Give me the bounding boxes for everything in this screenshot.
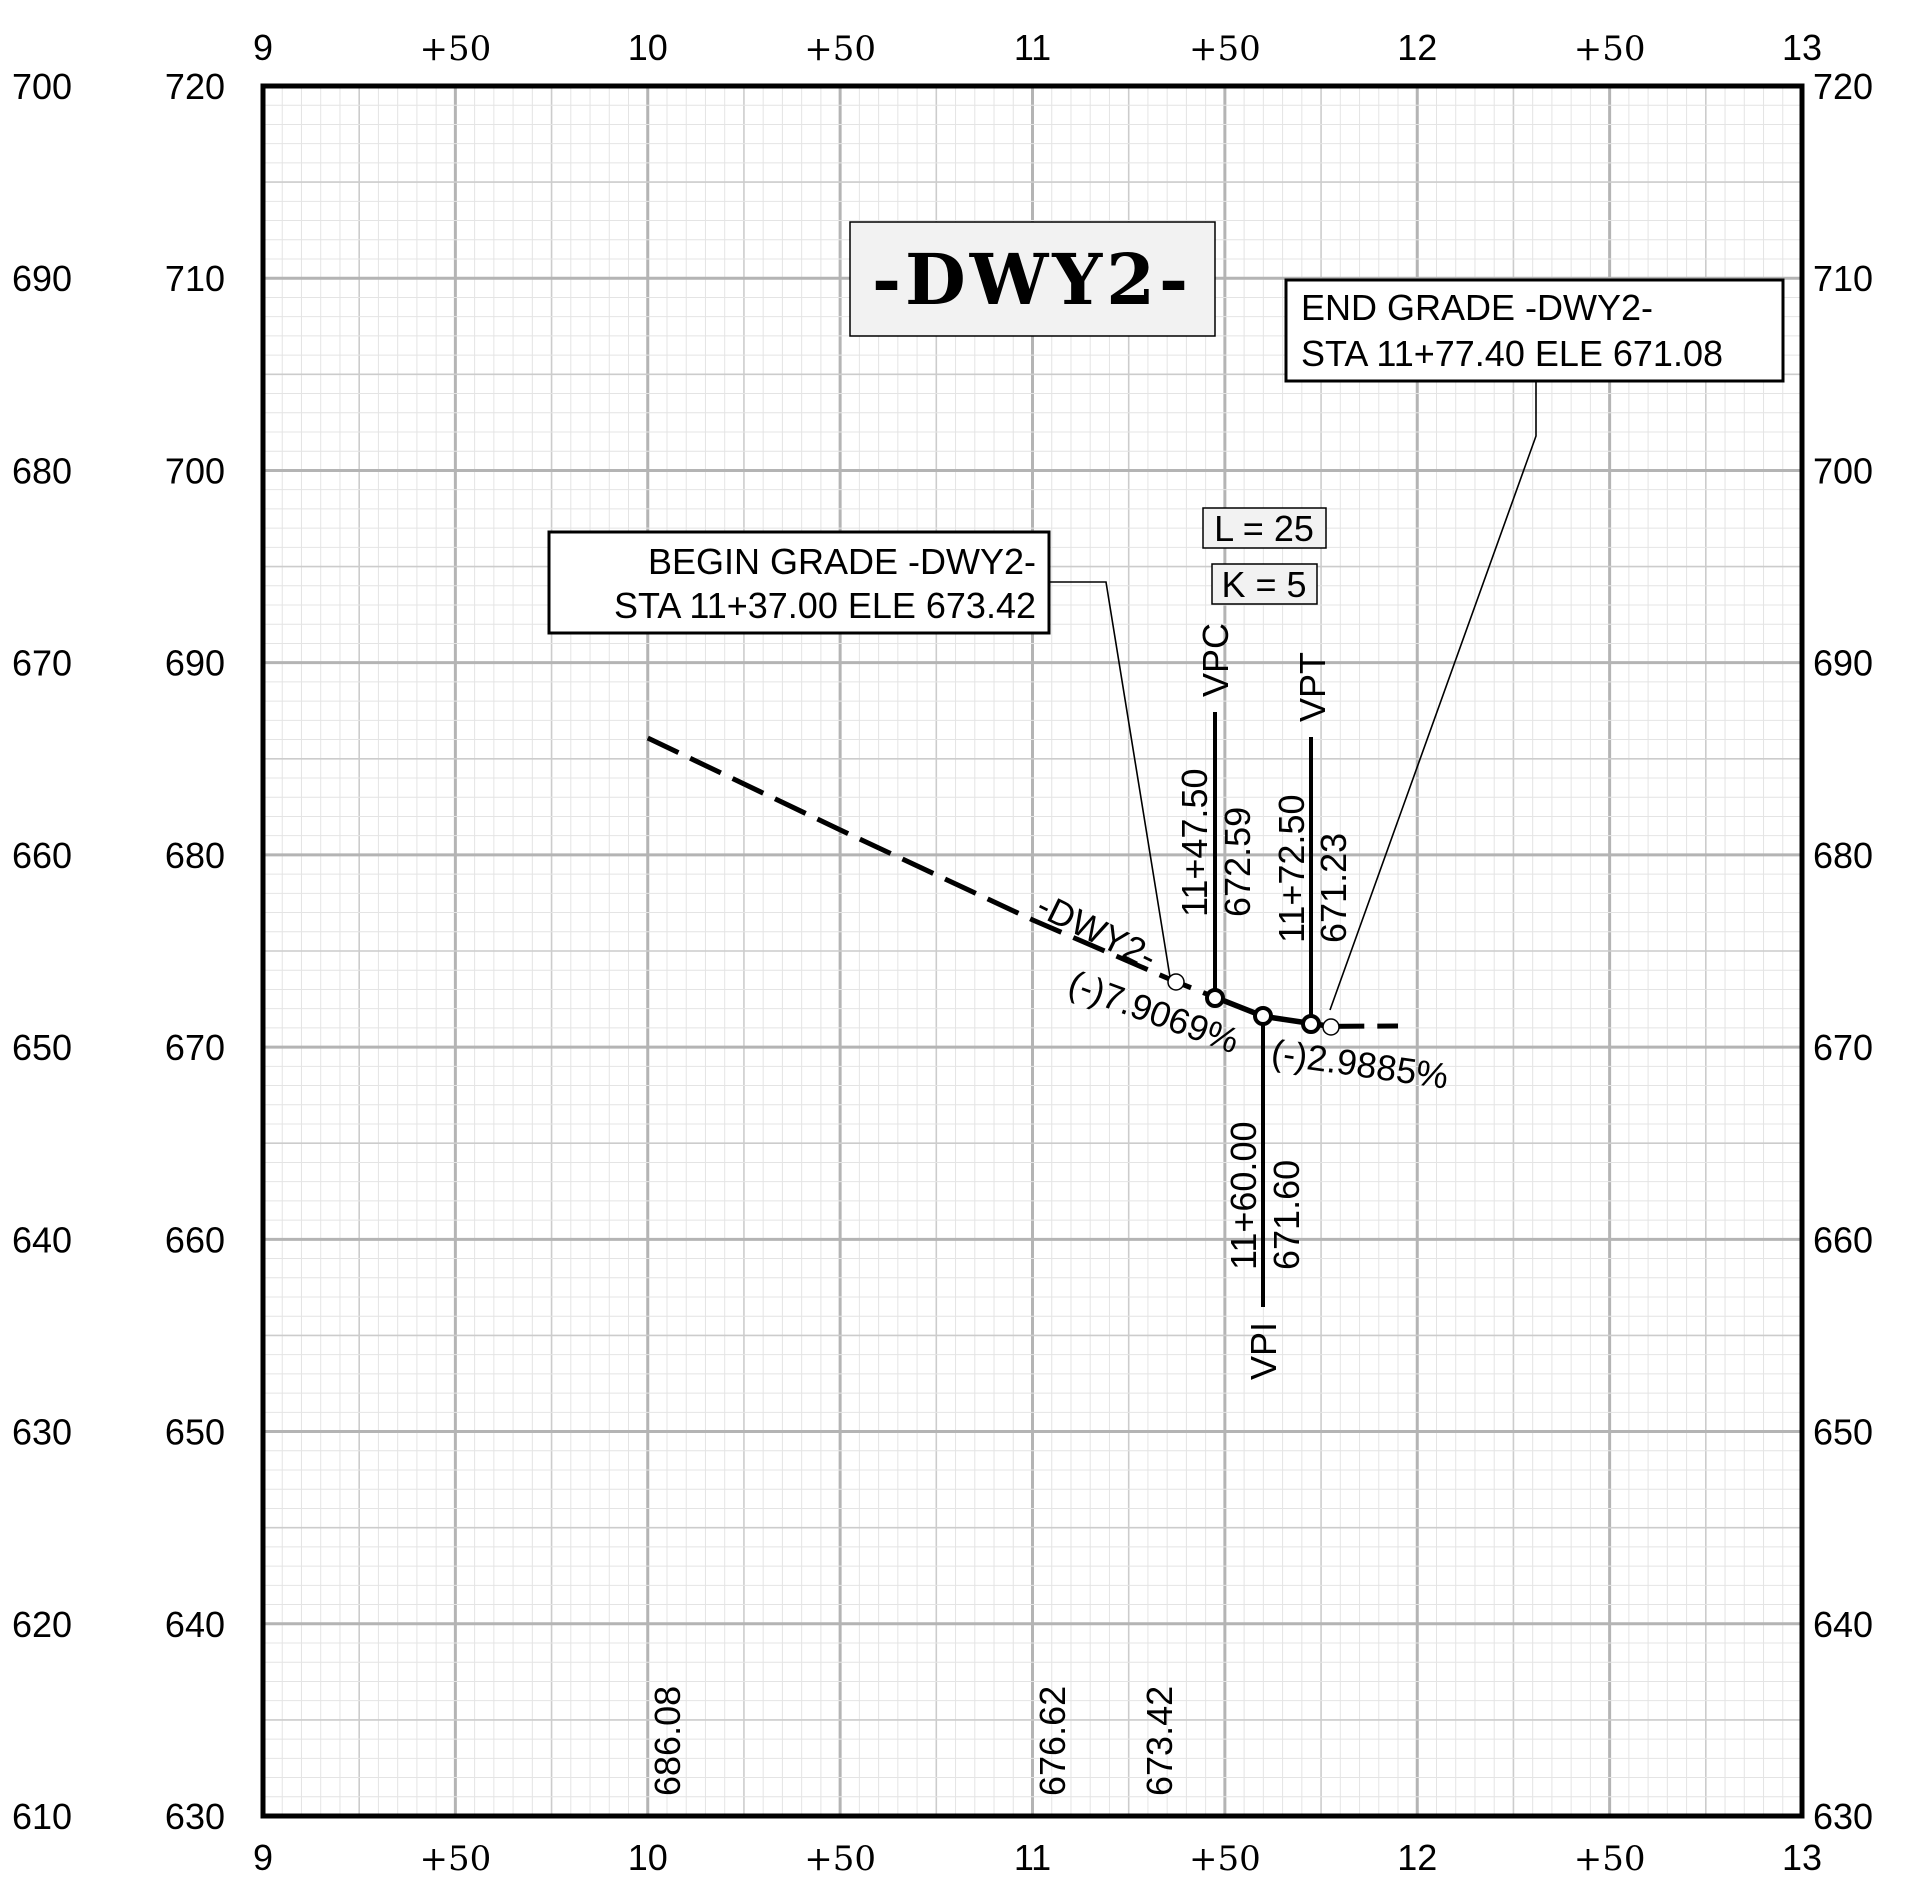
elevation-label-right: 690 (1813, 643, 1873, 684)
elevation-label-left: 650 (165, 1412, 225, 1453)
end-grade-marker (1322, 1018, 1340, 1036)
begin-grade-marker (1167, 973, 1185, 991)
vpc-label: VPC (1195, 623, 1236, 697)
station-label-bottom: 11 (1014, 1837, 1051, 1878)
station-label-top: 9 (253, 27, 273, 68)
elevation-label-outer: 700 (12, 66, 72, 107)
elevation-label-left: 640 (165, 1604, 225, 1645)
begin-grade-leader (1049, 581, 1171, 978)
ground-elevation-1000: 686.08 (647, 1686, 688, 1796)
vpc-marker (1205, 988, 1225, 1008)
elevation-label-left: 660 (165, 1219, 225, 1260)
end-grade-line2: STA 11+77.40 ELE 671.08 (1301, 333, 1723, 374)
station-label-bottom: +50 (1574, 1839, 1646, 1879)
vpi-station: 11+60.00 (1223, 1122, 1264, 1270)
curve-k-label: K = 5 (1221, 564, 1306, 605)
vpi-label: VPI (1243, 1322, 1284, 1380)
begin-grade-box (547, 530, 1051, 635)
elevation-label-outer: 620 (12, 1604, 72, 1645)
elevation-label-outer: 610 (12, 1796, 72, 1837)
vpc-elevation: 672.59 (1217, 807, 1258, 917)
station-label-bottom: +50 (419, 1839, 491, 1879)
vpt-elevation: 671.23 (1313, 833, 1354, 943)
station-label-bottom: 13 (1782, 1837, 1822, 1878)
axis-labels: 9 +50 10 +50 11 +50 12 +50 13 9 +50 10 +50 11 +50 12 +50… (12, 27, 1873, 1879)
elevation-label-outer: 650 (12, 1027, 72, 1068)
elevation-label-right: 630 (1813, 1796, 1873, 1837)
elevation-label-right: 640 (1813, 1604, 1873, 1645)
vpt-station: 11+72.50 (1271, 795, 1312, 943)
curve-k-box (1211, 563, 1318, 605)
elevation-label-left: 720 (165, 66, 225, 107)
elevation-label-right: 650 (1813, 1412, 1873, 1453)
elevation-label-right: 660 (1813, 1219, 1873, 1260)
end-grade-leader (1329, 381, 1537, 1011)
elevation-label-left: 690 (165, 643, 225, 684)
elevation-label-outer: 630 (12, 1412, 72, 1453)
station-label-top: 10 (628, 27, 668, 68)
station-label-bottom: +50 (1189, 1839, 1261, 1879)
alignment-label: -DWY2- (1030, 884, 1163, 977)
elevation-label-right: 670 (1813, 1027, 1873, 1068)
station-label-top: +50 (1574, 29, 1646, 69)
vpt-marker (1301, 1014, 1321, 1034)
curve-length-box (1202, 507, 1327, 549)
station-label-top: 12 (1397, 27, 1437, 68)
plot-frame (260, 83, 1805, 1819)
station-label-top: 13 (1782, 27, 1822, 68)
elevation-label-left: 710 (165, 258, 225, 299)
elevation-label-outer: 690 (12, 258, 72, 299)
elevation-label-right: 700 (1813, 450, 1873, 491)
elevation-label-right: 680 (1813, 835, 1873, 876)
elevation-label-outer: 680 (12, 450, 72, 491)
grade-line-dashed-0 (646, 735, 1217, 1000)
station-label-top: +50 (1189, 29, 1261, 69)
vpc-station: 11+47.50 (1174, 769, 1215, 917)
vpi-marker (1253, 1006, 1273, 1026)
elevation-label-left: 680 (165, 835, 225, 876)
station-label-bottom: 9 (253, 1837, 273, 1878)
station-label-top: +50 (804, 29, 876, 69)
end-grade-box (1284, 278, 1785, 383)
elevation-label-right: 720 (1813, 66, 1873, 107)
elevation-label-outer: 670 (12, 643, 72, 684)
ground-elevation-1137: 673.42 (1139, 1686, 1180, 1796)
ground-elevation-1100: 676.62 (1032, 1686, 1073, 1796)
elevation-label-outer: 640 (12, 1219, 72, 1260)
curve-length-label: L = 25 (1214, 508, 1314, 549)
begin-grade-line2: STA 11+37.00 ELE 673.42 (614, 585, 1036, 626)
vpt-label: VPT (1292, 652, 1333, 722)
begin-grade-line1: BEGIN GRADE -DWY2- (648, 541, 1036, 582)
station-label-bottom: 10 (628, 1837, 668, 1878)
profile-title: -DWY2- (872, 238, 1192, 321)
station-label-bottom: +50 (804, 1839, 876, 1879)
elevation-label-right: 710 (1813, 258, 1873, 299)
station-label-bottom: 12 (1397, 1837, 1437, 1878)
elevation-label-left: 700 (165, 450, 225, 491)
vpi-elevation: 671.60 (1266, 1160, 1307, 1270)
station-label-top: +50 (419, 29, 491, 69)
title-box (849, 221, 1216, 337)
station-label-top: 11 (1014, 27, 1051, 68)
elevation-label-outer: 660 (12, 835, 72, 876)
elevation-label-left: 630 (165, 1796, 225, 1837)
end-grade-line1: END GRADE -DWY2- (1301, 287, 1653, 328)
elevation-label-left: 670 (165, 1027, 225, 1068)
